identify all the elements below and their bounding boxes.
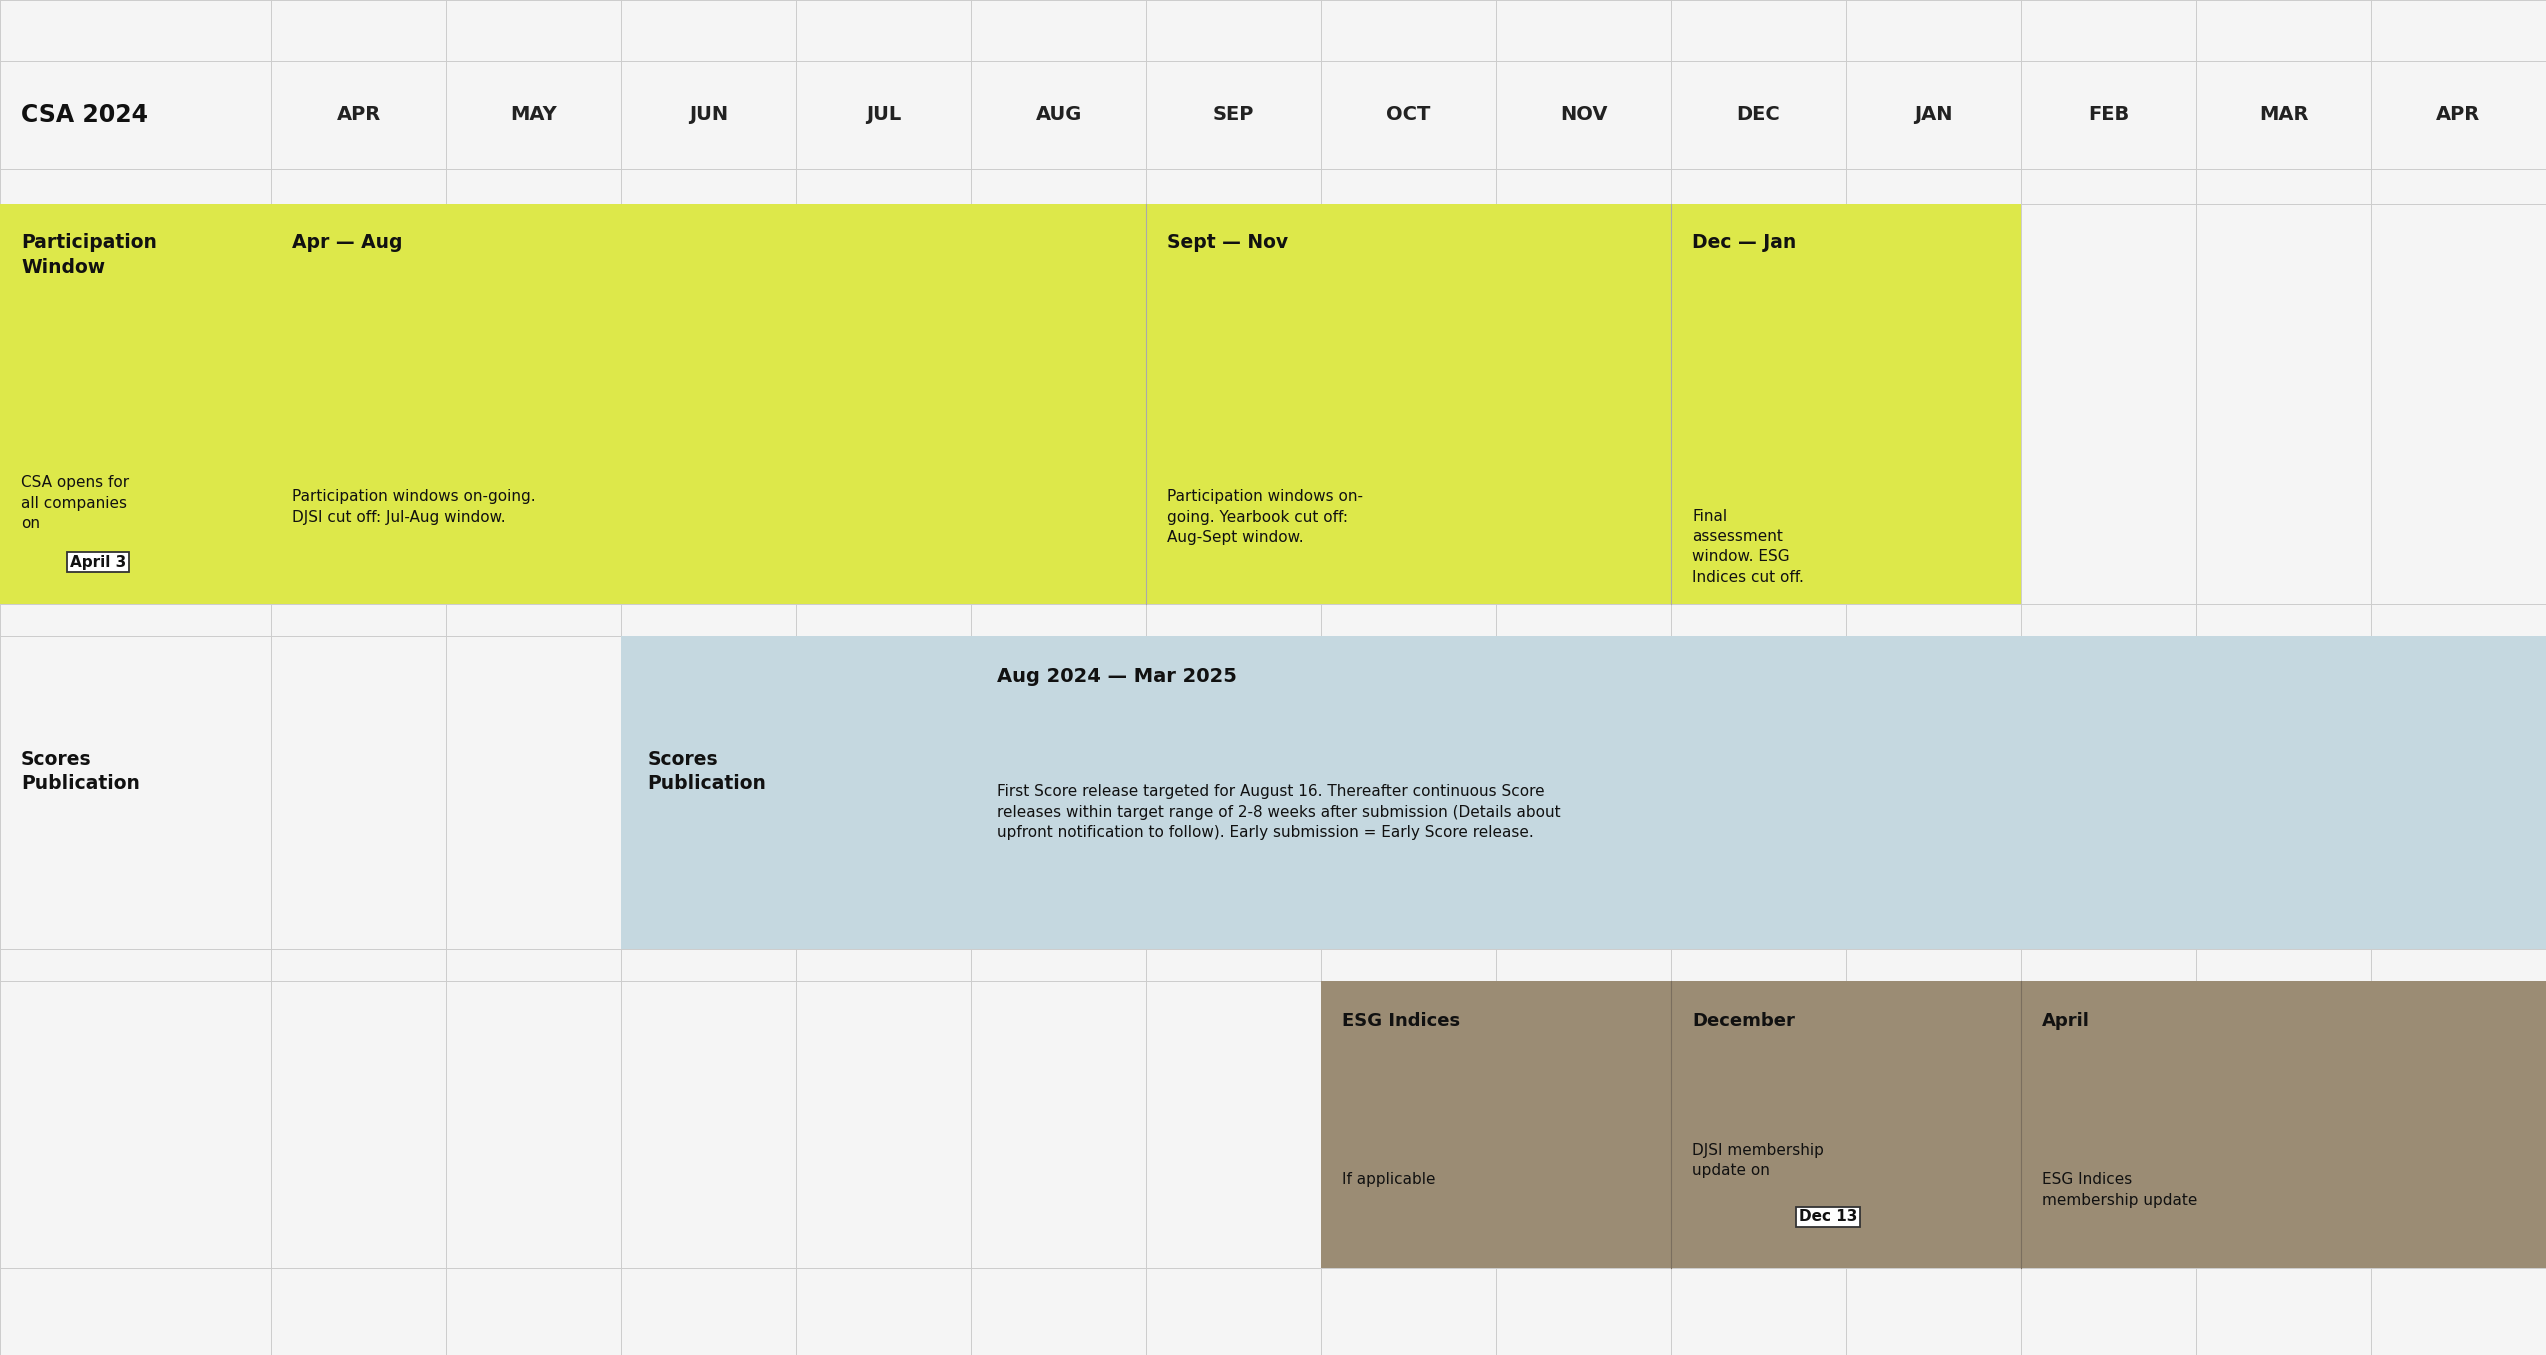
Text: Final
assessment
window. ESG
Indices cut off.: Final assessment window. ESG Indices cut… <box>1693 508 1805 585</box>
Text: DJSI membership
update on: DJSI membership update on <box>1693 1142 1823 1177</box>
Text: ESG Indices
membership update: ESG Indices membership update <box>2042 1172 2197 1207</box>
Text: Participation windows on-going.
DJSI cut off: Jul-Aug window.: Participation windows on-going. DJSI cut… <box>293 489 535 524</box>
Text: CSA 2024: CSA 2024 <box>20 103 148 127</box>
Text: APR: APR <box>2437 106 2480 125</box>
Text: MAY: MAY <box>509 106 558 125</box>
Text: Scores
Publication: Scores Publication <box>20 749 140 793</box>
Text: April 3: April 3 <box>69 554 127 569</box>
Text: AUG: AUG <box>1036 106 1082 125</box>
Text: MAR: MAR <box>2258 106 2309 125</box>
Text: CSA opens for
all companies
on: CSA opens for all companies on <box>20 476 130 531</box>
Text: OCT: OCT <box>1388 106 1431 125</box>
Text: FEB: FEB <box>2088 106 2128 125</box>
Text: ESG Indices: ESG Indices <box>1342 1012 1461 1030</box>
Text: Apr — Aug: Apr — Aug <box>293 233 402 252</box>
FancyBboxPatch shape <box>0 203 272 604</box>
Text: JUL: JUL <box>866 106 901 125</box>
FancyBboxPatch shape <box>2022 981 2546 1268</box>
FancyBboxPatch shape <box>1146 203 1670 604</box>
FancyBboxPatch shape <box>1670 203 2022 604</box>
FancyBboxPatch shape <box>621 635 2546 950</box>
Text: First Score release targeted for August 16. Thereafter continuous Score
releases: First Score release targeted for August … <box>998 783 1561 840</box>
Text: APR: APR <box>336 106 382 125</box>
Text: DEC: DEC <box>1736 106 1780 125</box>
Text: Participation windows on-
going. Yearbook cut off:
Aug-Sept window.: Participation windows on- going. Yearboo… <box>1166 489 1362 545</box>
FancyBboxPatch shape <box>1670 981 2022 1268</box>
Text: December: December <box>1693 1012 1795 1030</box>
Text: JUN: JUN <box>690 106 728 125</box>
Text: NOV: NOV <box>1561 106 1607 125</box>
Text: April: April <box>2042 1012 2090 1030</box>
Text: SEP: SEP <box>1212 106 1255 125</box>
Text: JAN: JAN <box>1915 106 1953 125</box>
Text: Dec 13: Dec 13 <box>1800 1210 1856 1225</box>
Text: Scores
Publication: Scores Publication <box>647 749 766 793</box>
Text: Participation
Window: Participation Window <box>20 233 158 276</box>
Text: Aug 2024 — Mar 2025: Aug 2024 — Mar 2025 <box>998 667 1237 686</box>
Text: If applicable: If applicable <box>1342 1172 1436 1187</box>
FancyBboxPatch shape <box>1321 981 1670 1268</box>
Text: Sept — Nov: Sept — Nov <box>1166 233 1288 252</box>
Text: Dec — Jan: Dec — Jan <box>1693 233 1797 252</box>
FancyBboxPatch shape <box>272 203 1146 604</box>
